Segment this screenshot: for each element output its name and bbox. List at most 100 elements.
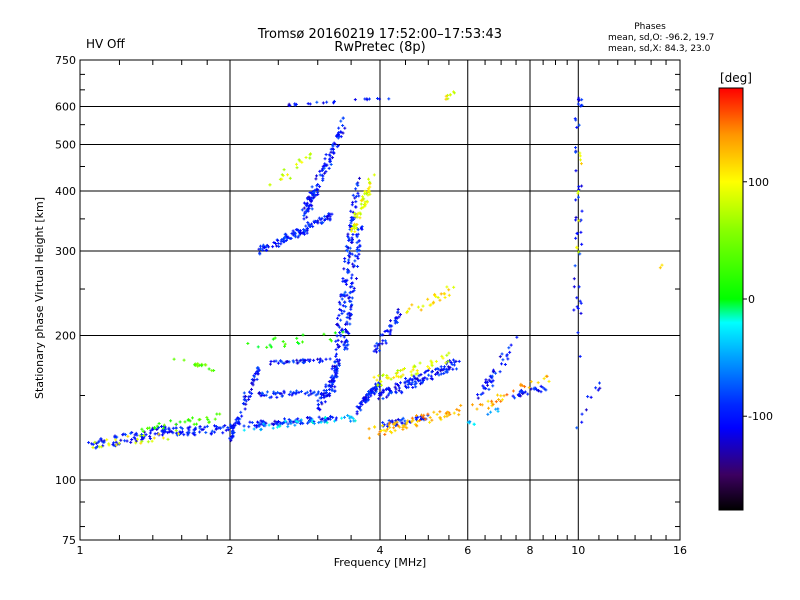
data-point (501, 358, 505, 362)
data-point (537, 389, 541, 393)
data-point (218, 412, 222, 416)
data-point (445, 285, 449, 289)
data-point (324, 419, 328, 423)
data-point (368, 185, 372, 189)
data-point (207, 420, 211, 424)
data-point (352, 217, 356, 221)
data-point (308, 196, 312, 200)
data-point (323, 171, 327, 175)
data-point (377, 343, 381, 347)
data-point (174, 422, 178, 426)
data-point (358, 244, 362, 248)
data-point (178, 420, 182, 424)
data-point (312, 190, 316, 194)
data-point (334, 416, 338, 420)
data-point (326, 213, 330, 217)
data-point (335, 323, 339, 327)
data-point (257, 391, 261, 395)
data-point (577, 99, 581, 103)
data-point (323, 415, 327, 419)
data-point (389, 319, 393, 323)
data-point (576, 306, 580, 310)
data-point (355, 214, 359, 218)
data-point (377, 432, 381, 436)
data-point (376, 374, 380, 378)
data-point (303, 212, 307, 216)
data-point (336, 316, 340, 320)
data-point (403, 384, 407, 388)
data-point (301, 340, 305, 344)
data-point (394, 387, 398, 391)
data-point (340, 340, 344, 344)
data-point (179, 425, 183, 429)
data-point (234, 418, 238, 422)
data-point (205, 415, 209, 419)
data-point (413, 377, 417, 381)
data-point (308, 156, 312, 160)
data-point (299, 418, 303, 422)
data-point (349, 229, 353, 233)
data-point (574, 146, 578, 150)
data-point (305, 390, 309, 394)
x-tick-label: 4 (377, 544, 384, 557)
y-tick-label: 300 (55, 245, 76, 258)
data-point (343, 327, 347, 331)
data-point (256, 345, 260, 349)
data-point (280, 238, 284, 242)
data-point (397, 389, 401, 393)
data-point (342, 309, 346, 313)
data-point (251, 383, 255, 387)
data-point (193, 363, 197, 367)
data-point (163, 425, 167, 429)
data-point (240, 414, 244, 418)
data-point (221, 431, 225, 435)
data-point (166, 437, 170, 441)
data-point (344, 244, 348, 248)
data-point (330, 387, 334, 391)
data-point (348, 255, 352, 259)
data-point (363, 400, 367, 404)
data-point (408, 377, 412, 381)
data-point (213, 424, 217, 428)
data-point (280, 177, 284, 181)
data-point (333, 331, 337, 335)
data-point (328, 417, 332, 421)
data-point (323, 394, 327, 398)
data-point (259, 427, 263, 431)
y-tick-label: 600 (55, 101, 76, 114)
data-point (252, 375, 256, 379)
data-point (507, 346, 511, 350)
data-point (337, 325, 341, 329)
data-point (364, 202, 368, 206)
data-point (452, 411, 456, 415)
data-point (153, 426, 157, 430)
data-point (438, 416, 442, 420)
data-point (306, 102, 310, 106)
data-point (265, 244, 269, 248)
data-point (344, 305, 348, 309)
data-point (182, 433, 186, 437)
data-point (341, 279, 345, 283)
data-point (447, 367, 451, 371)
data-point (418, 361, 422, 365)
data-point (390, 324, 394, 328)
data-point (228, 436, 232, 440)
data-point (446, 359, 450, 363)
data-point (385, 374, 389, 378)
data-point (381, 421, 385, 425)
data-point (144, 433, 148, 437)
data-point (376, 383, 380, 387)
data-point (239, 410, 243, 414)
data-point (335, 375, 339, 379)
data-point (573, 264, 577, 268)
data-point (282, 362, 286, 366)
data-points (87, 90, 664, 450)
data-point (345, 315, 349, 319)
data-point (322, 393, 326, 397)
data-point (341, 116, 345, 120)
data-point (146, 440, 150, 444)
data-point (500, 362, 504, 366)
data-point (337, 300, 341, 304)
data-point (333, 360, 337, 364)
